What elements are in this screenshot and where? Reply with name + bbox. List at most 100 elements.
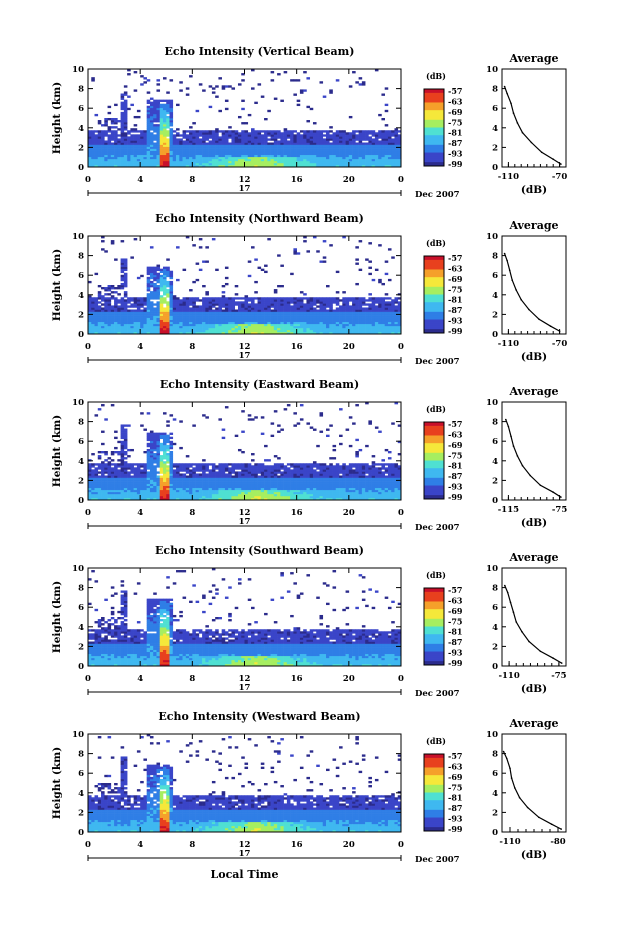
average-x-tick-label: -70 <box>552 339 567 349</box>
heatmap-field <box>88 568 402 667</box>
y-tick-label: 10 <box>72 232 84 242</box>
y-tick-label: 0 <box>78 662 84 672</box>
average-profile-point <box>518 796 521 799</box>
average-y-tick-label: 4 <box>492 623 498 633</box>
heatmap-field <box>88 402 402 501</box>
panel-3: Echo Intensity (Southward Beam) 0 2 4 6 8 10 He… <box>51 544 567 699</box>
average-profile-point <box>510 435 512 438</box>
colorbar-unit: (dB) <box>426 736 446 746</box>
y-tick-label: 6 <box>78 271 84 281</box>
average-profile-point <box>515 289 517 291</box>
average-frame <box>501 401 567 501</box>
y-tick-label: 4 <box>78 789 84 799</box>
average-profile-point <box>505 418 507 421</box>
colorbar-tick-label: -69 <box>448 772 463 782</box>
average-profile-point <box>552 657 554 659</box>
colorbar-unit: (dB) <box>426 238 446 248</box>
x-tick-label: 20 <box>343 175 355 185</box>
colorbar-unit: (dB) <box>426 570 446 580</box>
average-y-tick-label: 2 <box>492 143 498 153</box>
x-tick-label: 0 <box>398 508 404 518</box>
colorbar-tick-label: -99 <box>448 492 463 502</box>
average-profile-point <box>512 112 515 114</box>
colorbar-tick-label: -63 <box>448 263 463 273</box>
average-profile-point <box>506 92 508 95</box>
y-tick-label: 0 <box>78 330 84 340</box>
panel-4: Echo Intensity (Westward Beam) 0 2 4 6 8 10 Hei… <box>51 710 567 865</box>
average-profile-line <box>505 419 562 498</box>
colorbar-tick-label: -87 <box>448 471 462 481</box>
day-label: 17 <box>239 683 251 693</box>
average-x-tick-label: -110 <box>498 339 519 349</box>
month-label: Dec 2007 <box>415 855 460 865</box>
day-label: 17 <box>239 517 251 527</box>
average-x-tick-label: -80 <box>550 837 565 847</box>
average-y-tick-label: 8 <box>492 750 498 760</box>
y-tick-label: 6 <box>78 437 84 447</box>
y-axis-label: Height (km) <box>51 249 63 321</box>
average-profile-point <box>549 325 552 328</box>
x-tick-label: 0 <box>398 674 404 684</box>
average-y-tick-label: 0 <box>492 496 498 506</box>
average-profile-point <box>538 816 540 819</box>
month-label: Dec 2007 <box>415 190 460 200</box>
x-tick-label: 20 <box>343 840 355 850</box>
day-label: 17 <box>239 849 251 859</box>
day-label: 17 <box>239 351 251 361</box>
average-y-tick-label: 4 <box>492 291 498 301</box>
x-tick-label: 20 <box>343 508 355 518</box>
y-tick-label: 8 <box>78 750 84 760</box>
y-tick-label: 6 <box>78 104 84 114</box>
x-tick-label: 12 <box>239 840 251 850</box>
colorbar-tick-label: -69 <box>448 440 463 450</box>
average-profile-point <box>560 163 562 165</box>
average-profile-point <box>506 591 509 594</box>
average-y-tick-label: 6 <box>492 271 498 281</box>
average-x-tick-label: -70 <box>552 172 567 182</box>
panel-title: Echo Intensity (Westward Beam) <box>158 710 360 723</box>
colorbar-tick-label: -81 <box>448 128 462 138</box>
average-profile-point <box>560 828 562 830</box>
colorbar-tick-label: -57 <box>448 585 462 595</box>
y-tick-label: 8 <box>78 584 84 594</box>
average-profile-point <box>550 823 553 825</box>
average-profile-line <box>504 585 562 664</box>
y-tick-label: 2 <box>78 310 84 320</box>
x-tick-label: 16 <box>291 508 303 518</box>
average-profile-point <box>560 662 563 664</box>
average-frame <box>501 733 567 833</box>
y-tick-label: 10 <box>72 730 84 740</box>
average-y-tick-label: 8 <box>492 584 498 594</box>
y-tick-label: 10 <box>72 398 84 408</box>
y-tick-label: 8 <box>78 85 84 95</box>
x-tick-label: 12 <box>239 175 251 185</box>
average-profile-point <box>539 484 542 487</box>
average-profile-point <box>521 131 524 134</box>
average-x-tick-label: -110 <box>499 837 520 847</box>
y-tick-label: 2 <box>78 476 84 486</box>
average-profile-point <box>539 650 542 653</box>
average-y-tick-label: 2 <box>492 642 498 652</box>
x-tick-label: 12 <box>239 674 251 684</box>
colorbar-tick-label: -93 <box>448 814 463 824</box>
average-profile-point <box>521 630 523 633</box>
average-title: Average <box>508 717 558 730</box>
colorbar-tick-label: -93 <box>448 648 463 658</box>
colorbar-tick-label: -63 <box>448 761 463 771</box>
average-profile-line <box>504 86 562 165</box>
x-tick-label: 20 <box>343 674 355 684</box>
colorbar-tick-label: -69 <box>448 606 463 616</box>
average-title: Average <box>508 52 558 65</box>
average-y-tick-label: 8 <box>492 252 498 262</box>
x-tick-label: 12 <box>239 508 251 518</box>
x-tick-label: 0 <box>85 674 91 684</box>
average-profile-point <box>510 102 512 105</box>
colorbar <box>424 89 444 167</box>
y-axis-label: Height (km) <box>51 747 63 819</box>
day-label: 17 <box>239 184 251 194</box>
y-tick-label: 4 <box>78 623 84 633</box>
average-y-tick-label: 4 <box>492 457 498 467</box>
average-profile-point <box>520 298 522 301</box>
average-profile-point <box>508 269 511 272</box>
average-profile-point <box>552 491 554 494</box>
